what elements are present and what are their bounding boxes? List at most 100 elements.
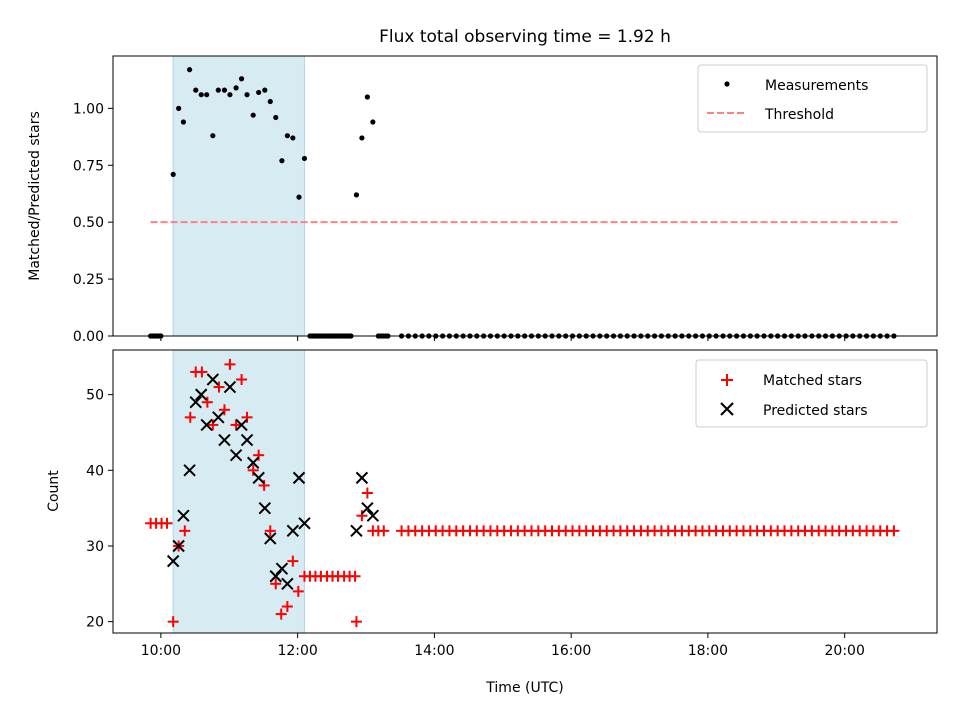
- matched-point: [167, 616, 179, 628]
- bottom-legend-box: [695, 359, 928, 428]
- matched-point: [888, 525, 900, 537]
- measurement-point: [262, 87, 268, 93]
- measurement-point: [221, 87, 228, 93]
- top-y-axis-label: Matched/Predicted stars: [27, 111, 43, 281]
- predicted-point: [223, 380, 237, 394]
- y-tick-label: 0.50: [73, 215, 104, 231]
- measurement-point: [198, 92, 204, 98]
- matched-point: [356, 510, 368, 522]
- measurement-point: [353, 192, 360, 198]
- predicted-point: [292, 471, 306, 485]
- y-tick-label: 40: [86, 463, 104, 479]
- y-tick-label: 20: [86, 615, 104, 631]
- predicted-point: [355, 471, 369, 485]
- predicted-point: [177, 509, 190, 522]
- legend-marker-predicted: [720, 402, 734, 416]
- x-tick-label: 12:00: [277, 643, 317, 659]
- matched-point: [213, 381, 225, 393]
- predicted-point: [366, 509, 380, 522]
- measurement-point: [227, 92, 233, 98]
- legend-label-measurements: Measurements: [765, 78, 868, 94]
- legend-label-matched: Matched stars: [763, 373, 862, 389]
- predicted-point: [195, 388, 208, 401]
- legend-marker-matched: [721, 374, 733, 386]
- predicted-point: [183, 464, 196, 477]
- matched-point: [247, 464, 259, 476]
- matched-point: [241, 411, 253, 423]
- measurement-point: [273, 114, 279, 121]
- predicted-point: [218, 433, 231, 447]
- measurement-point: [186, 67, 193, 73]
- predicted-point: [252, 471, 265, 485]
- bottom-yticks: 20 30 40 50: [86, 388, 113, 631]
- predicted-point: [281, 577, 294, 591]
- predicted-point: [240, 433, 254, 447]
- predicted-point: [361, 501, 374, 515]
- matched-point: [258, 479, 270, 491]
- x-axis-label: Time (UTC): [485, 680, 563, 696]
- y-tick-label: 0.75: [73, 158, 104, 174]
- bottom-y-axis-label: Count: [46, 470, 62, 512]
- matched-point: [230, 419, 242, 431]
- y-tick-label: 0.00: [73, 329, 104, 345]
- predicted-point: [298, 517, 311, 530]
- measurement-point: [301, 155, 308, 162]
- matched-point: [275, 608, 287, 620]
- measurement-point: [170, 171, 176, 177]
- top-panel: 0.00 0.25 0.50 0.75 1.00 Matched/Predicted s…: [27, 55, 938, 345]
- predicted-point: [206, 373, 220, 386]
- matched-point: [361, 487, 373, 499]
- matched-point: [224, 358, 236, 370]
- predicted-point: [189, 396, 202, 409]
- measurement-point: [256, 89, 262, 96]
- measurement-point: [244, 92, 250, 98]
- top-legend-box: [697, 64, 928, 133]
- matched-point: [196, 366, 208, 378]
- matched-point: [378, 525, 390, 537]
- x-tick-label: 18:00: [688, 643, 728, 659]
- predicted-point: [350, 524, 363, 538]
- y-tick-label: 30: [86, 539, 104, 555]
- matched-point: [349, 570, 361, 582]
- matched-point: [207, 419, 219, 431]
- bottom-points-layer: [145, 358, 900, 628]
- measurement-point: [180, 119, 187, 125]
- predicted-point: [212, 411, 225, 424]
- matched-point: [184, 411, 196, 423]
- matched-point: [350, 616, 362, 628]
- measurement-point: [364, 94, 370, 100]
- measurement-point: [284, 133, 290, 139]
- top-shade-layer: [172, 55, 305, 337]
- legend-label-threshold: Threshold: [764, 107, 834, 123]
- measurement-point: [238, 76, 245, 82]
- measurement-point: [204, 92, 210, 98]
- matched-point: [270, 578, 282, 590]
- bottom-axes-frame: [112, 349, 938, 634]
- x-tick-label: 20:00: [825, 643, 865, 659]
- measurement-point: [296, 194, 302, 200]
- matched-point: [236, 374, 248, 386]
- matched-point: [218, 404, 230, 416]
- predicted-point: [166, 554, 180, 568]
- measurement-point: [267, 98, 273, 105]
- top-axes-frame: [112, 55, 938, 337]
- matched-point: [292, 585, 304, 597]
- predicted-point: [258, 501, 272, 515]
- predicted-point: [275, 562, 289, 575]
- bottom-xticks: 10:00 12:00 14:00 16:00 18:00 20:00: [141, 633, 865, 659]
- measurement-point: [359, 135, 365, 141]
- predicted-point: [200, 418, 213, 432]
- predicted-point: [286, 524, 300, 538]
- legend-marker-measurements: [724, 81, 730, 87]
- bottom-legend: Matched stars Predicted stars: [695, 359, 928, 428]
- x-tick-label: 14:00: [414, 643, 454, 659]
- x-tick-label: 16:00: [551, 643, 591, 659]
- top-legend: Measurements Threshold: [697, 64, 928, 133]
- matched-point: [264, 525, 276, 537]
- measurement-point: [250, 112, 256, 118]
- measurement-point: [210, 133, 216, 139]
- predicted-point: [264, 532, 277, 545]
- legend-label-predicted: Predicted stars: [763, 403, 868, 419]
- measurement-point: [290, 135, 296, 141]
